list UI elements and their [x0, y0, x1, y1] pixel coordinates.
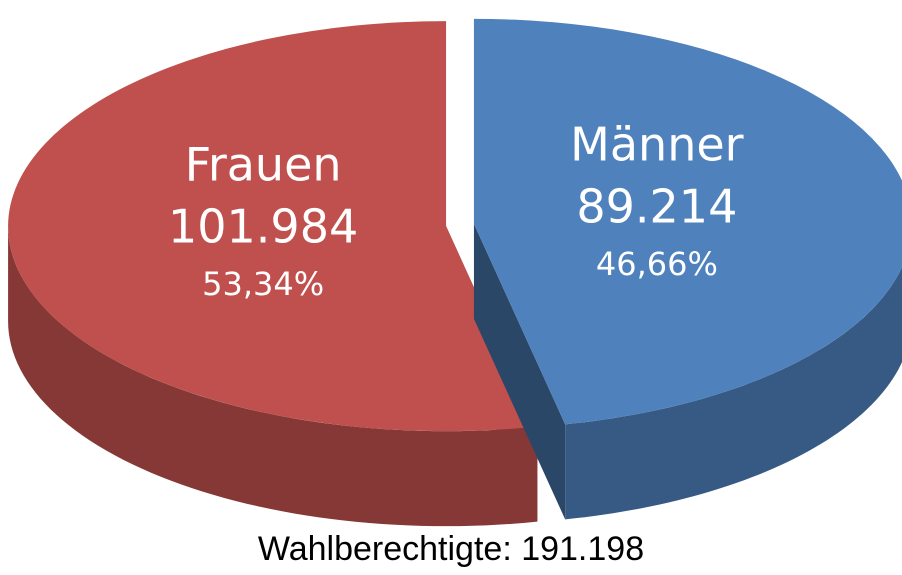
slice-percent: 46,66%: [596, 245, 718, 283]
slice-wall: [473, 223, 566, 520]
slice-side: [565, 267, 902, 520]
slice-name: Frauen: [185, 138, 342, 192]
slice: [473, 18, 902, 425]
slice-name: Männer: [570, 117, 743, 171]
slice: [8, 21, 538, 432]
chart-title: Wahlberechtigte: 191.198: [258, 530, 644, 568]
slice-value: 89.214: [576, 179, 737, 233]
slice-value: 101.984: [168, 200, 358, 254]
slice-side: [8, 226, 538, 527]
slice-percent: 53,34%: [202, 265, 324, 303]
